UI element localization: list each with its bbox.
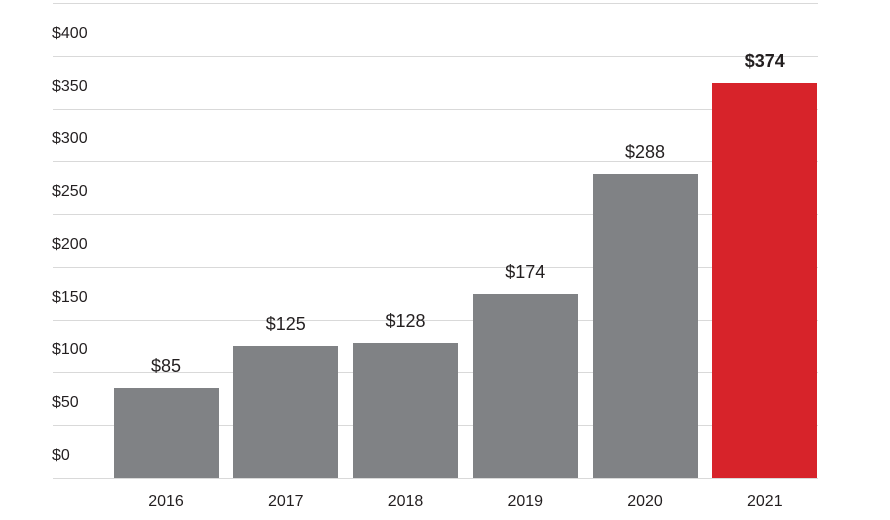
bar-value-label: $174 xyxy=(505,262,546,283)
bar-value-label: $374 xyxy=(744,51,785,72)
y-tick-label: $50 xyxy=(52,394,79,412)
x-tick-label: 2021 xyxy=(747,493,783,510)
y-tick-label: $400 xyxy=(52,24,88,42)
y-tick-label: $300 xyxy=(52,130,88,148)
y-tick-label: $150 xyxy=(52,288,88,306)
bar-2016 xyxy=(113,388,219,478)
x-tick-label: 2018 xyxy=(387,493,424,510)
gridline xyxy=(53,319,818,321)
x-tick-label: 2020 xyxy=(627,493,663,510)
bar-value-label: $288 xyxy=(625,142,666,162)
y-tick-label: $100 xyxy=(52,341,88,359)
gridline xyxy=(53,161,818,163)
x-tick-label: 2017 xyxy=(267,493,304,510)
bar-2020 xyxy=(592,174,698,478)
bar-2018 xyxy=(353,342,459,478)
bar-value-label: $125 xyxy=(265,314,306,335)
x-tick-label: 2019 xyxy=(507,493,544,510)
gridline xyxy=(53,108,818,110)
gridline xyxy=(53,266,818,268)
bar-value-label: $128 xyxy=(385,310,426,331)
gridline xyxy=(53,478,818,479)
y-tick-label: $350 xyxy=(52,77,88,95)
y-tick-label: $200 xyxy=(52,235,88,253)
gridline xyxy=(53,55,818,57)
gridline xyxy=(53,3,818,4)
bar-value-label: $85 xyxy=(150,356,182,377)
y-tick-label: $0 xyxy=(52,447,70,464)
bar-2019 xyxy=(472,294,578,478)
gridline xyxy=(53,214,818,216)
x-tick-label: 2016 xyxy=(148,493,184,510)
bar-2021 xyxy=(712,83,818,478)
bar-2017 xyxy=(233,346,339,478)
y-tick-label: $250 xyxy=(52,183,88,201)
